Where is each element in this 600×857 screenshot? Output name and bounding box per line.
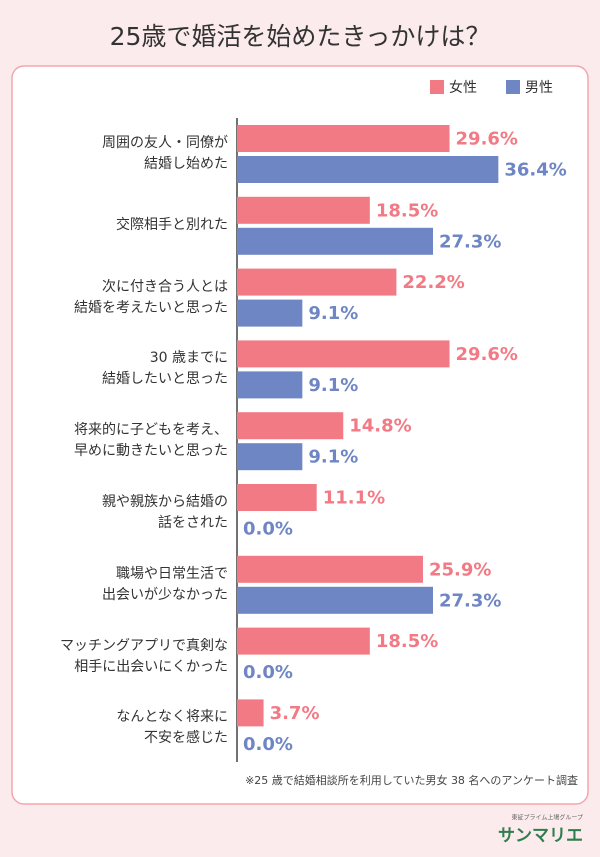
legend-swatch: [506, 80, 520, 94]
category-label: 交際相手と別れた: [116, 217, 228, 234]
category-label: 将来的に子どもを考え、 早めに動きたいと思った: [74, 422, 228, 460]
category-label: 次に付き合う人とは 結婚を考えたいと思った: [74, 278, 228, 316]
value-label: 27.3%: [439, 590, 501, 611]
chart-title: 25歳で婚活を始めたきっかけは？: [110, 22, 491, 51]
value-label: 9.1%: [308, 375, 358, 396]
bar: [237, 371, 303, 399]
value-label: 0.0%: [243, 734, 293, 755]
category-label: 親や親族から結婚の 話をされた: [102, 494, 228, 531]
legend-label: 女性: [449, 79, 477, 96]
value-label: 27.3%: [439, 231, 501, 252]
footnote: ※25 歳で結婚相談所を利用していた男女 38 名へのアンケート調査: [245, 773, 578, 787]
value-label: 18.5%: [376, 200, 438, 221]
category-label: 周囲の友人・同僚が 結婚し始めた: [102, 135, 228, 172]
bar: [237, 299, 303, 327]
value-label: 18.5%: [376, 631, 438, 652]
value-label: 9.1%: [308, 447, 358, 468]
bar: [237, 699, 264, 727]
logo-name: サンマリエ: [498, 826, 583, 846]
value-label: 29.6%: [456, 129, 518, 150]
value-label: 22.2%: [402, 272, 464, 293]
bar: [237, 484, 317, 511]
bar: [237, 125, 450, 152]
bar: [237, 156, 499, 183]
value-label: 0.0%: [243, 662, 293, 683]
value-label: 29.6%: [456, 344, 518, 365]
bar: [237, 340, 450, 368]
category-label: 30 歳までに 結婚したいと思った: [102, 350, 228, 388]
legend-label: 男性: [525, 80, 553, 96]
bar: [237, 196, 370, 224]
value-label: 3.7%: [270, 703, 320, 724]
legend-swatch: [430, 80, 444, 94]
logo-tagline: 東証プライム上場グループ: [511, 814, 583, 822]
bar: [237, 555, 423, 583]
value-label: 14.8%: [349, 416, 411, 437]
value-label: 0.0%: [243, 519, 293, 540]
value-label: 36.4%: [504, 160, 566, 181]
bar: [237, 443, 303, 471]
value-label: 25.9%: [429, 559, 491, 580]
category-label: なんとなく将来に 不安を感じた: [116, 709, 228, 747]
bar: [237, 227, 434, 255]
bar: [237, 268, 397, 296]
category-label: 職場や日常生活で 出会いが少なかった: [102, 565, 228, 603]
value-label: 9.1%: [308, 303, 358, 324]
value-label: 11.1%: [323, 488, 385, 509]
category-label: マッチングアプリで真剣な 相手に出会いにくかった: [60, 637, 228, 675]
bar: [237, 412, 344, 440]
bar: [237, 586, 434, 614]
bar: [237, 627, 370, 655]
